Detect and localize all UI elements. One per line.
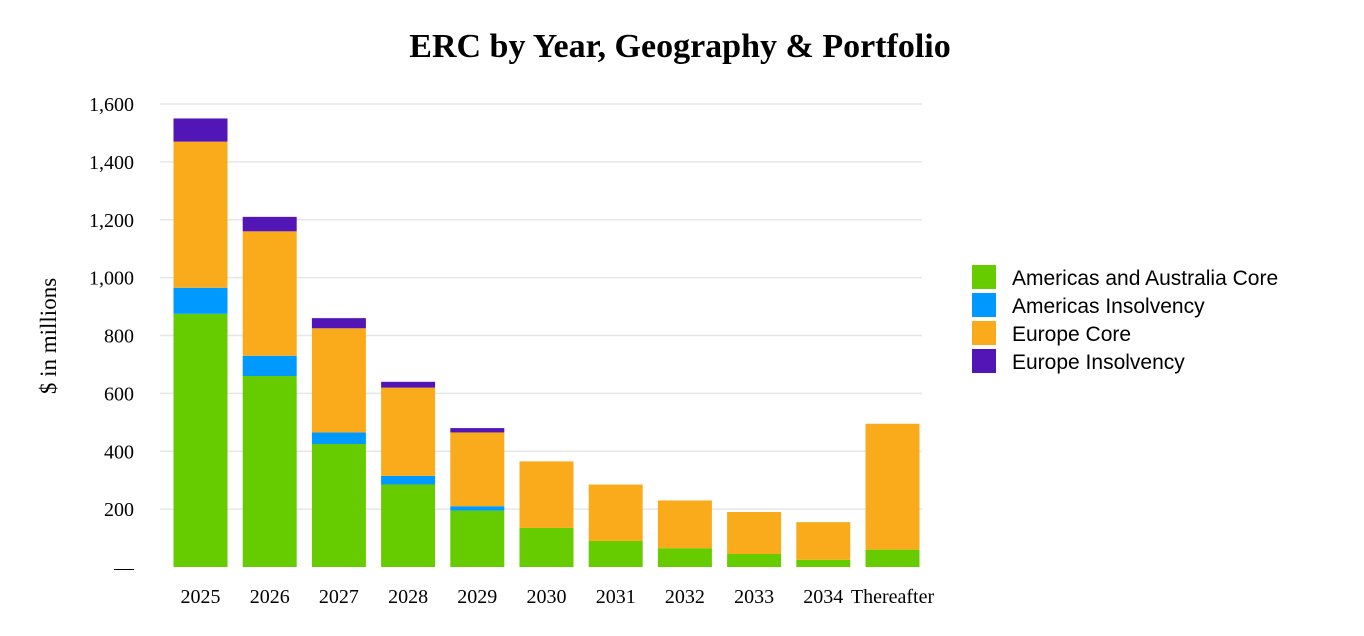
bar-segment	[519, 527, 574, 567]
bar-segment	[173, 313, 228, 567]
bar-segment	[173, 141, 228, 288]
bar-segment	[727, 512, 782, 554]
bar-segment	[796, 522, 851, 560]
legend-label: Americas and Australia Core	[1012, 267, 1278, 290]
bar-segment	[796, 559, 851, 567]
y-axis: — 200 400 600 800 1,000 1,200 1,400 1,600	[89, 94, 135, 579]
y-tick-label: —	[113, 557, 135, 579]
bar-segment	[450, 428, 505, 433]
x-tick-label: 2034	[803, 586, 843, 608]
bar-segment	[173, 287, 228, 314]
x-tick-label: 2027	[319, 586, 359, 608]
bar-segment	[311, 318, 366, 329]
y-tick-label: 1,000	[89, 268, 134, 290]
x-tick-label: 2028	[388, 586, 428, 608]
y-axis-label: $ in millions	[36, 278, 61, 394]
x-tick-label: 2032	[665, 586, 705, 608]
legend: Americas and Australia Core Americas Inso…	[972, 265, 1278, 374]
y-tick-label: 1,200	[89, 210, 134, 232]
bar-segment	[519, 461, 574, 528]
legend-swatch	[972, 265, 996, 289]
legend-swatch	[972, 293, 996, 317]
bar-segment	[381, 484, 436, 567]
x-tick-label: 2033	[734, 586, 774, 608]
bar-segment	[311, 328, 366, 433]
legend-swatch	[972, 349, 996, 373]
bar-segment	[450, 432, 505, 507]
chart-title: ERC by Year, Geography & Portfolio	[409, 28, 950, 65]
bars	[173, 118, 920, 567]
bar-segment	[311, 444, 366, 567]
bar-segment	[381, 475, 436, 485]
y-tick-label: 200	[104, 499, 134, 521]
bar-segment	[657, 500, 712, 549]
bar-segment	[450, 506, 505, 511]
bar-segment	[381, 381, 436, 388]
y-tick-label: 600	[104, 383, 134, 405]
x-axis: 2025 2026 2027 2028 2029 2030 2031 2032 2033 2034…	[181, 586, 935, 608]
legend-label: Europe Core	[1012, 323, 1131, 346]
bar-segment	[381, 387, 436, 476]
bar-segment	[727, 553, 782, 567]
bar-segment	[588, 484, 643, 541]
y-tick-label: 400	[104, 441, 134, 463]
bar-segment	[242, 231, 297, 356]
bar-segment	[242, 216, 297, 232]
y-tick-label: 800	[104, 326, 134, 348]
bar-segment	[657, 548, 712, 567]
bar-segment	[865, 549, 920, 567]
x-tick-label: 2025	[181, 586, 221, 608]
bar-segment	[865, 423, 920, 550]
y-tick-label: 1,400	[89, 152, 134, 174]
y-tick-label: 1,600	[89, 94, 134, 116]
bar-segment	[242, 355, 297, 377]
bar-segment	[173, 118, 228, 142]
bar-segment	[588, 540, 643, 567]
x-tick-label: 2031	[596, 586, 636, 608]
legend-label: Americas Insolvency	[1012, 295, 1205, 318]
bar-segment	[242, 376, 297, 567]
x-tick-label: 2029	[457, 586, 497, 608]
bar-segment	[311, 432, 366, 445]
legend-label: Europe Insolvency	[1012, 351, 1185, 374]
x-tick-label: 2026	[250, 586, 290, 608]
legend-swatch	[972, 321, 996, 345]
bar-segment	[450, 510, 505, 567]
x-tick-label: Thereafter	[851, 586, 935, 608]
x-tick-label: 2030	[527, 586, 567, 608]
